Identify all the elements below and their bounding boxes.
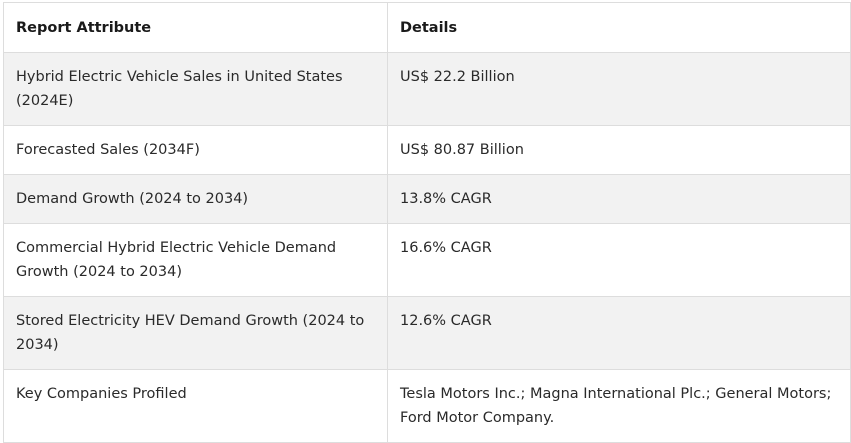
table-row: Stored Electricity HEV Demand Growth (20…: [3, 296, 851, 370]
header-report-attribute: Report Attribute: [3, 2, 388, 53]
details-cell: 12.6% CAGR: [387, 296, 851, 370]
table-row: Hybrid Electric Vehicle Sales in United …: [3, 52, 851, 126]
header-details: Details: [387, 2, 851, 53]
details-cell: 16.6% CAGR: [387, 223, 851, 297]
attribute-cell: Hybrid Electric Vehicle Sales in United …: [3, 52, 388, 126]
attribute-cell: Forecasted Sales (2034F): [3, 125, 388, 175]
table-row: Commercial Hybrid Electric Vehicle Deman…: [3, 223, 851, 297]
details-cell: 13.8% CAGR: [387, 174, 851, 224]
details-cell: US$ 22.2 Billion: [387, 52, 851, 126]
table-header-row: Report Attribute Details: [3, 2, 851, 53]
attribute-cell: Demand Growth (2024 to 2034): [3, 174, 388, 224]
attribute-cell: Stored Electricity HEV Demand Growth (20…: [3, 296, 388, 370]
table-row: Forecasted Sales (2034F) US$ 80.87 Billi…: [3, 125, 851, 175]
details-cell: Tesla Motors Inc.; Magna International P…: [387, 369, 851, 443]
table-row: Demand Growth (2024 to 2034) 13.8% CAGR: [3, 174, 851, 224]
table-row: Key Companies Profiled Tesla Motors Inc.…: [3, 369, 851, 443]
attribute-cell: Key Companies Profiled: [3, 369, 388, 443]
report-attributes-table: Report Attribute Details Hybrid Electric…: [3, 2, 851, 443]
attribute-cell: Commercial Hybrid Electric Vehicle Deman…: [3, 223, 388, 297]
report-attributes-table-container: Report Attribute Details Hybrid Electric…: [3, 2, 851, 443]
details-cell: US$ 80.87 Billion: [387, 125, 851, 175]
